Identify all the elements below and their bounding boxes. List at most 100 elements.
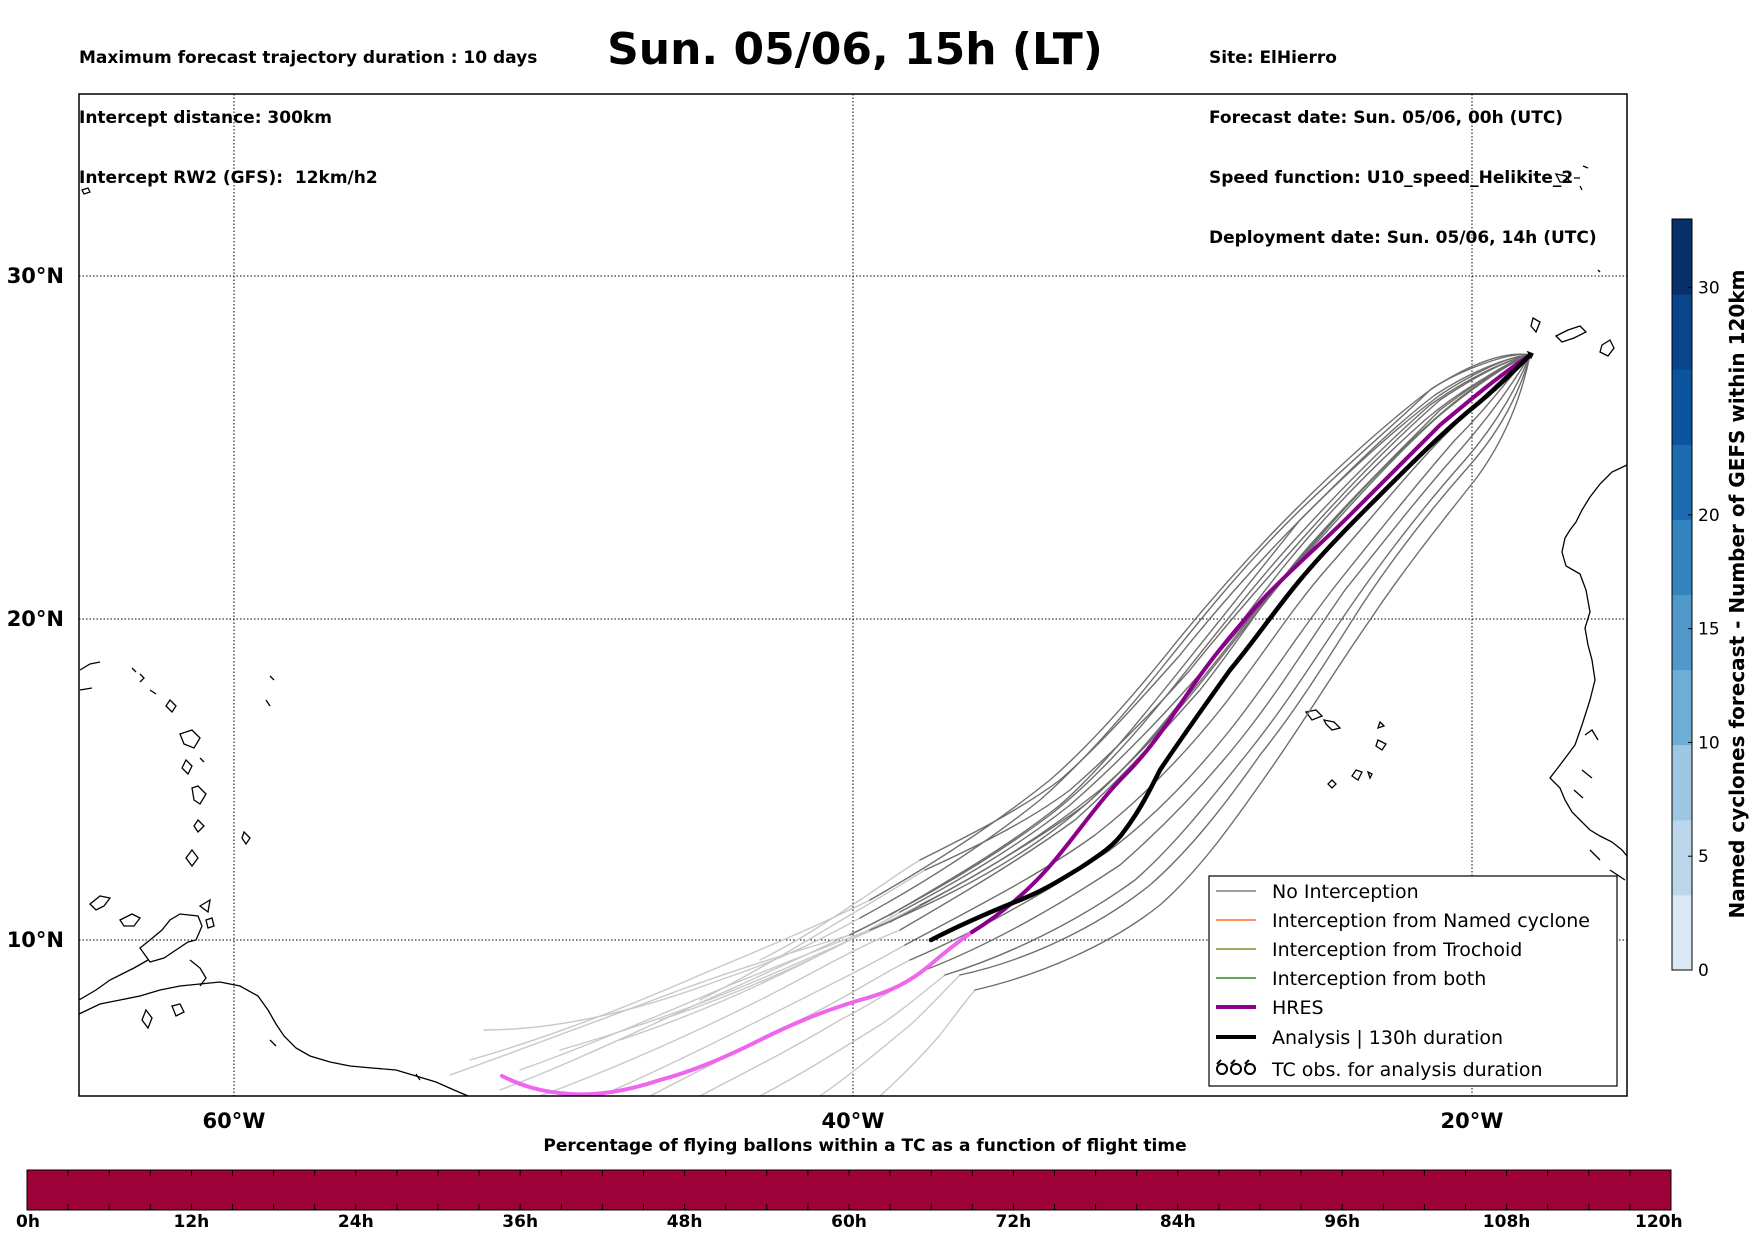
caribbean-island [141,1008,153,1030]
caribbean-island [179,729,201,749]
ensemble-trajectory [924,354,1531,971]
caribbean-island [89,895,112,911]
map-legend: No Interception Interception from Named … [1208,875,1618,1087]
lon-label: 60°W [203,1109,266,1133]
colorbar-segment [1672,744,1692,821]
ensemble-trajectory [944,354,1531,976]
axis-labels: 30°N 20°N 10°N 60°W 40°W 20°W [7,264,1504,1133]
colorbar-label: Named cyclones forecast - Number of GEFS… [1725,270,1749,919]
strip-tick-label: 120h [1635,1212,1683,1232]
flight-time-strip [26,1169,1672,1211]
caribbean-island [165,698,177,714]
strip-tick-label: 24h [337,1212,374,1232]
cape-verde-island [1366,770,1373,780]
colorbar-segment [1672,669,1692,746]
header-right-line: Deployment date: Sun. 05/06, 14h (UTC) [1209,228,1597,248]
strip-title: Percentage of flying ballons within a TC… [543,1136,1187,1156]
colorbar-tick-label: 30 [1698,278,1720,298]
colorbar-tick-label: 10 [1698,733,1720,753]
colorbar-tick-label: 20 [1698,506,1720,526]
cape-verde-island [1304,709,1324,721]
caribbean-island [81,187,91,195]
colorbar-segment [1672,894,1692,971]
ensemble-trajectory [483,917,861,1031]
lon-label: 20°W [1441,1109,1504,1133]
cape-verde-island [1375,739,1387,751]
caribbean-island [79,661,101,691]
colorbar-tick-label: 0 [1698,961,1709,981]
cape-verde-island [1376,720,1386,730]
strip-tick-label: 108h [1482,1212,1531,1232]
ensemble-trajectory [919,354,1531,861]
ensemble-trajectory [819,974,961,1096]
madeira-island [1597,269,1601,273]
caribbean-island [205,917,215,929]
legend-label: Analysis | 130h duration [1272,1027,1503,1049]
caribbean-island [119,913,141,927]
map-gridlines [79,94,1627,1096]
colorbar-tick-label: 15 [1698,620,1720,640]
caribbean-island [139,913,203,963]
strip-fill [26,1169,1672,1211]
caribbean-island [198,898,211,914]
coastlines [79,165,1627,1096]
ensemble-trajectory [959,354,1531,976]
strip-tick-label: 36h [502,1212,539,1232]
legend-label: HRES [1272,997,1324,1019]
strip-tick-label: 0h [16,1212,40,1232]
ensemble-trajectory [919,354,1531,906]
caribbean-island [193,818,205,834]
tc-symbol-icon [1216,1059,1256,1075]
ensemble-trajectory [889,354,1531,916]
caribbean-island [171,1003,185,1017]
colorbar-segment [1672,294,1692,370]
legend-label: Interception from Named cyclone [1272,910,1590,932]
strip-tick-label: 96h [1324,1212,1361,1232]
header-left-line: Intercept RW2 (GFS): 12km/h2 [79,168,378,188]
hres-trajectory [500,353,1532,1096]
caribbean-island [265,675,275,707]
ensemble-trajectory [499,914,891,1091]
ensemble-trajectory [849,354,1531,936]
ensemble-trajectory [879,989,976,1096]
ensemble-trajectory [759,974,946,1096]
south-america-coastline [79,981,469,1096]
canary-island [1530,317,1541,334]
caribbean-island [131,667,157,695]
africa-coastline [1549,464,1627,857]
strip-tick-label: 12h [173,1212,210,1232]
canary-island [1599,339,1615,357]
south-america-coastline [79,959,149,1001]
header-left-info: Maximum forecast trajectory duration : 1… [79,8,537,208]
legend-label: Interception from Trochoid [1272,939,1522,961]
legend-label: No Interception [1272,881,1419,903]
header-right-line: Site: ElHierro [1209,48,1337,68]
colorbar-segment [1672,519,1692,595]
ensemble-trajectory [699,869,926,1001]
canary-island [1554,325,1588,343]
madeira-island [1574,165,1589,191]
caribbean-island [191,785,207,805]
colorbar-segment [1672,219,1692,295]
colorbar-tick-label: 5 [1698,847,1709,867]
madeira-island [1554,173,1572,183]
ensemble-trajectory [599,944,906,1096]
ensemble-trajectory [869,354,1531,931]
cape-verde-island [1351,769,1363,781]
header-left-line: Intercept distance: 300km [79,108,332,128]
map-frame [78,93,1628,1097]
lat-label: 10°N [7,928,64,952]
caribbean-island [199,757,205,763]
colorbar-segment [1672,594,1692,671]
header-left-line: Maximum forecast trajectory duration : 1… [79,48,538,68]
analysis-trajectory [928,352,1533,943]
ensemble-trajectory [469,899,871,1061]
ensemble-trajectory [519,929,871,1071]
ensemble-trajectory [924,354,1531,871]
lat-label: 20°N [7,607,64,631]
strip-tick-label: 60h [831,1212,867,1232]
africa-coastline [1573,729,1626,881]
colorbar-segment [1672,444,1692,520]
south-america-coastline [189,959,207,987]
colorbar-frame [1671,218,1693,971]
